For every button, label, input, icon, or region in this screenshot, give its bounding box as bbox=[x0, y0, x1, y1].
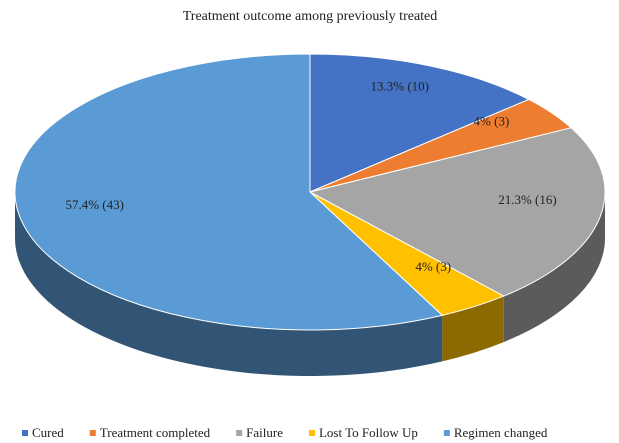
data-label: 4% (3) bbox=[474, 114, 510, 129]
legend-label: Treatment completed bbox=[100, 425, 211, 440]
legend-label: Cured bbox=[32, 425, 64, 440]
legend-swatch bbox=[308, 430, 315, 436]
legend-swatch bbox=[89, 430, 96, 436]
legend-label: Regimen changed bbox=[454, 425, 548, 440]
pie-slice bbox=[308, 127, 606, 297]
legend-label: Failure bbox=[246, 425, 283, 440]
legend-swatch bbox=[22, 430, 28, 436]
legend-swatch bbox=[443, 430, 450, 436]
legend-swatch bbox=[236, 430, 243, 436]
pie-slice bbox=[309, 53, 530, 193]
pie-side bbox=[503, 192, 605, 343]
data-label: 13.3% (10) bbox=[371, 78, 430, 93]
pie-side bbox=[442, 296, 504, 362]
legend-label: Lost To Follow Up bbox=[319, 425, 418, 440]
data-label: 4% (3) bbox=[415, 259, 451, 274]
data-label: 57.4% (43) bbox=[65, 197, 124, 212]
pie-side bbox=[15, 192, 443, 377]
legend: Cured Treatment completed Failure Lost To F… bbox=[22, 425, 548, 440]
chart-title: Treatment outcome among previously treat… bbox=[183, 9, 438, 24]
pie-slice bbox=[14, 53, 444, 331]
data-label: 21.3% (16) bbox=[498, 192, 557, 207]
